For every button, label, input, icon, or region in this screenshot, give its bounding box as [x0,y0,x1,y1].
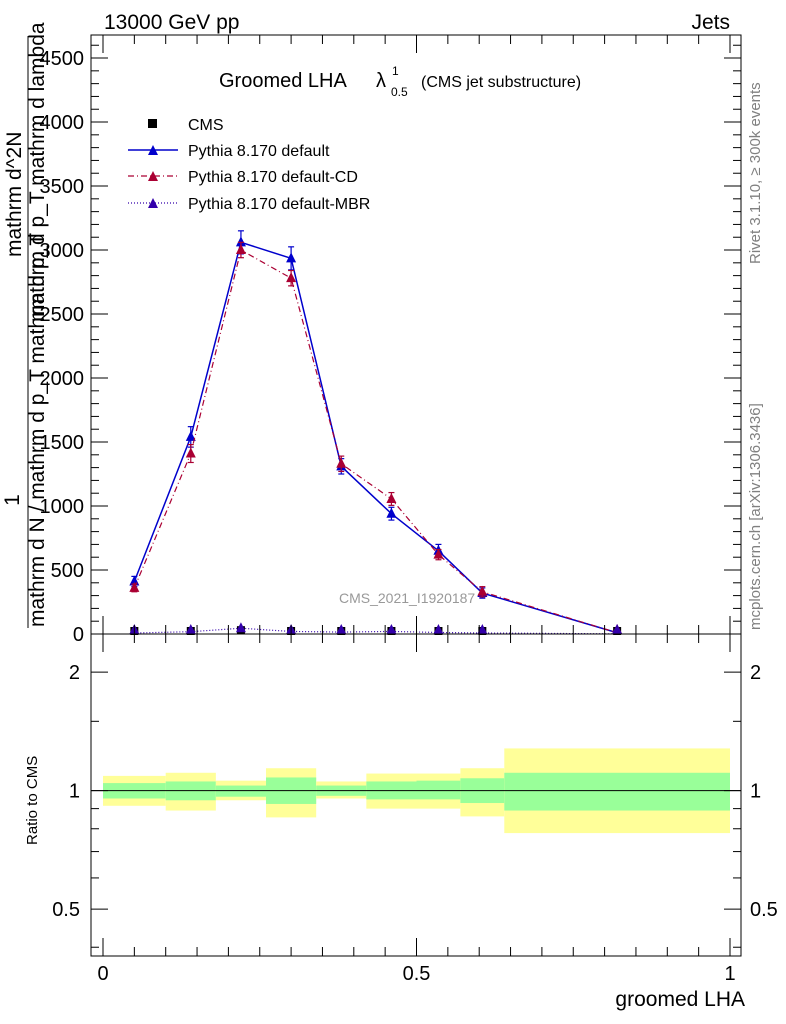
data-point-pythia-8-170-default [286,252,297,263]
ratio-y-tick-label: 0.5 [52,899,80,921]
data-point-pythia-8-170-default-mbr [336,624,347,634]
data-point-pythia-8-170-default-cd [386,492,397,503]
legend-marker-default [148,145,158,155]
plot-title-sup: 1 [392,64,399,78]
series-line-pythia-8-170-default-mbr [134,627,618,635]
legend-marker-cms [148,119,157,128]
data-point-pythia-8-170-default-mbr [433,624,444,634]
main-y-axis-label: 1 mathrm d N / mathrm d p_T mathrm d p_T… [1,22,49,628]
data-point-pythia-8-170-default-cd [129,581,140,592]
y-label-denominator: mathrm d p_T mathrm d lambda [26,22,49,322]
data-point-pythia-8-170-default-cd [185,447,196,458]
ratio-band-inner [215,785,267,797]
ratio-band-inner [504,772,730,811]
analysis-watermark: CMS_2021_I1920187 [339,590,475,606]
plot-title-sub: 0.5 [391,85,408,99]
ratio-y-tick-label-right: 0.5 [750,899,778,921]
main-y-tick-label: 0 [73,624,84,646]
data-point-pythia-8-170-default-cd [433,548,444,559]
main-y-tick-label: 4500 [40,48,85,70]
legend-label-cms: CMS [188,117,224,134]
ratio-bands [103,748,730,834]
legend: CMS Pythia 8.170 default Pythia 8.170 de… [128,117,370,213]
main-y-ticks: 0 500 1000 1500 2000 2500 3000 3500 4000 4500 [40,44,741,646]
plot-title: Groomed LHA λ 1 0.5 (CMS jet substructur… [219,64,581,99]
process-label: Jets [691,11,730,34]
plot-title-lambda: λ [376,70,386,92]
ratio-y-tick-label: 1 [69,781,80,803]
data-point-pythia-8-170-default-mbr [185,624,196,634]
data-point-pythia-8-170-default-cd [235,244,246,255]
ratio-y-ticks: 0.5 1 2 0.5 1 2 [52,662,778,948]
main-plot-marks [129,230,623,635]
legend-label-default: Pythia 8.170 default [188,143,330,160]
ratio-y-tick-label-right: 2 [750,662,761,684]
data-point-pythia-8-170-default-cd [286,272,297,283]
main-y-tick-label: 1500 [40,432,85,454]
y-label-numerator: mathrm d^2N [3,132,26,257]
main-y-tick-label: 1000 [40,496,85,518]
main-y-tick-label: 2500 [40,304,85,326]
data-point-pythia-8-170-default-mbr [612,624,623,634]
main-plot: 0 500 1000 1500 2000 2500 3000 3500 4000 4500 Gro… [1,22,742,646]
main-y-tick-label: 3000 [40,240,85,262]
main-y-tick-label: 3500 [40,176,85,198]
plot-title-text: Groomed LHA [219,70,347,92]
main-y-tick-label: 4000 [40,112,85,134]
legend-label-cd: Pythia 8.170 default-CD [188,169,358,186]
main-x-tick-marks [102,35,731,634]
data-point-pythia-8-170-default-mbr [386,624,397,634]
legend-marker-cd [148,171,158,181]
data-point-pythia-8-170-default [185,430,196,441]
series-line-pythia-8-170-default-cd [133,249,618,634]
plot-subtitle: (CMS jet substructure) [421,74,581,91]
ratio-y-tick-label-right: 1 [750,781,761,803]
y-label-main: mathrm d N / mathrm d p_T mathrm d p_T [26,233,49,627]
x-tick-label: 0.5 [403,963,431,985]
main-y-tick-label: 500 [51,560,84,582]
data-point-pythia-8-170-default [235,236,246,247]
ratio-y-label: Ratio to CMS [24,756,41,845]
x-tick-label: 1 [724,963,735,985]
main-y-tick-label: 2000 [40,368,85,390]
y-label-one: 1 [1,494,24,506]
mcplots-label: mcplots.cern.ch [arXiv:1306.3436] [747,403,764,630]
data-point-pythia-8-170-default-cd [336,457,347,468]
series-line-pythia-8-170-default [133,241,618,634]
legend-marker-mbr [148,198,158,208]
legend-label-mbr: Pythia 8.170 default-MBR [188,196,370,213]
x-tick-label: 0 [97,963,108,985]
data-point-pythia-8-170-default-mbr [235,622,246,633]
energy-label: 13000 GeV pp [104,11,239,34]
ratio-y-tick-label: 2 [69,662,80,684]
data-point-pythia-8-170-default-mbr [477,624,488,634]
ratio-band-inner [416,780,461,800]
x-axis-label: groomed LHA [615,988,745,1011]
rivet-label: Rivet 3.1.10, ≥ 300k events [747,82,764,264]
ratio-x-ticks: 0 0.5 1 [97,634,736,985]
data-point-pythia-8-170-default-cd [477,585,488,596]
data-point-pythia-8-170-default [386,507,397,518]
